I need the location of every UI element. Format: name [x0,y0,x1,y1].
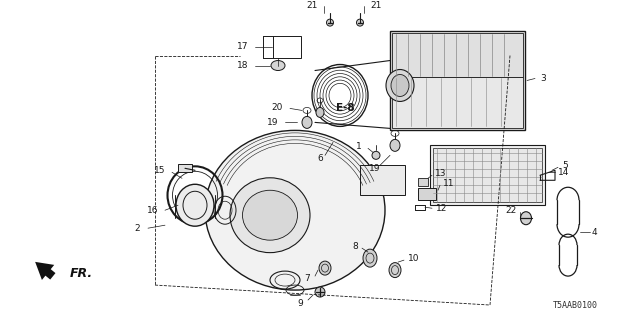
Text: 21: 21 [370,1,381,10]
Text: 13: 13 [435,169,447,178]
Ellipse shape [372,151,380,159]
Text: 4: 4 [592,228,598,237]
Ellipse shape [243,190,298,240]
Text: 7: 7 [304,274,310,283]
Bar [418,188,436,200]
Text: 10: 10 [408,254,419,263]
Ellipse shape [386,69,414,101]
Text: T5AAB0100: T5AAB0100 [553,301,598,310]
Text: 17: 17 [237,42,248,51]
Text: 9: 9 [297,299,303,308]
Ellipse shape [391,75,409,96]
Text: 21: 21 [307,1,318,10]
Ellipse shape [356,19,364,26]
Text: FR.: FR. [70,267,93,280]
Ellipse shape [176,184,214,226]
Bar [392,33,523,77]
Text: 19: 19 [369,164,381,173]
Text: 20: 20 [271,103,283,112]
Text: 6: 6 [317,154,323,163]
Text: 5: 5 [562,161,568,170]
Ellipse shape [302,116,312,128]
Ellipse shape [315,287,325,297]
Ellipse shape [520,212,531,225]
Ellipse shape [316,108,324,117]
Text: 1: 1 [356,142,362,151]
Ellipse shape [205,130,385,290]
Bar [430,145,545,205]
Ellipse shape [271,60,285,70]
Text: 2: 2 [134,224,140,233]
Ellipse shape [389,263,401,277]
Bar [360,165,405,195]
Text: E-8: E-8 [336,103,355,113]
Bar [418,178,428,186]
Ellipse shape [363,249,377,267]
Text: 3: 3 [540,74,546,83]
Bar [392,77,523,128]
Bar [273,36,301,58]
Text: 11: 11 [443,179,454,188]
Text: 19: 19 [266,118,278,127]
Ellipse shape [326,19,333,26]
Text: 8: 8 [352,242,358,251]
Text: 14: 14 [558,168,570,177]
Ellipse shape [230,178,310,252]
Bar [178,164,192,172]
Bar [390,31,525,130]
Text: 18: 18 [237,61,248,70]
Bar [433,148,542,202]
FancyArrowPatch shape [35,262,56,280]
Ellipse shape [319,261,331,275]
Text: 12: 12 [436,204,447,213]
Ellipse shape [390,140,400,151]
Text: 22: 22 [506,206,517,215]
Text: 15: 15 [154,166,165,175]
Text: 16: 16 [147,206,158,215]
